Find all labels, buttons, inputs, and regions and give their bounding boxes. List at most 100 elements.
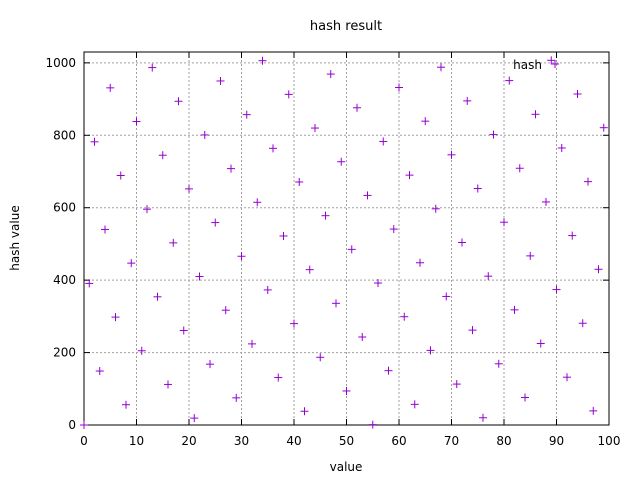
data-point bbox=[442, 292, 451, 301]
data-point bbox=[521, 393, 529, 402]
data-point bbox=[311, 124, 319, 133]
data-point bbox=[85, 279, 94, 288]
data-point bbox=[158, 151, 167, 160]
x-tick-label: 40 bbox=[286, 434, 301, 448]
data-point bbox=[116, 171, 125, 180]
data-point bbox=[169, 238, 178, 247]
data-point bbox=[90, 137, 99, 146]
data-point bbox=[395, 83, 403, 92]
y-tick-label: 1000 bbox=[45, 56, 76, 70]
data-point bbox=[95, 367, 104, 376]
data-point bbox=[500, 218, 508, 227]
data-point bbox=[195, 272, 204, 281]
chart-title: hash result bbox=[310, 19, 382, 34]
x-tick-label: 90 bbox=[549, 434, 564, 448]
data-point bbox=[211, 218, 220, 227]
data-point bbox=[479, 413, 487, 422]
x-tick-label: 20 bbox=[181, 434, 196, 448]
data-point bbox=[347, 245, 356, 254]
data-point bbox=[227, 164, 235, 173]
data-point bbox=[174, 97, 183, 106]
data-point bbox=[101, 225, 109, 234]
data-point bbox=[326, 70, 335, 79]
data-point bbox=[531, 110, 540, 119]
data-point bbox=[316, 353, 325, 362]
data-point bbox=[269, 144, 277, 153]
data-point bbox=[405, 171, 414, 180]
data-point bbox=[410, 400, 419, 409]
data-point bbox=[447, 150, 456, 159]
x-tick-label: 10 bbox=[129, 434, 144, 448]
data-point bbox=[578, 319, 587, 328]
data-point bbox=[421, 117, 430, 126]
data-point bbox=[484, 272, 493, 281]
data-point bbox=[80, 421, 88, 429]
data-point bbox=[426, 346, 435, 355]
data-point bbox=[536, 339, 545, 348]
data-point bbox=[505, 76, 514, 85]
data-point bbox=[295, 178, 304, 187]
data-point bbox=[232, 393, 241, 402]
data-point bbox=[237, 252, 246, 261]
data-point bbox=[458, 238, 466, 247]
x-tick-label: 100 bbox=[598, 434, 621, 448]
data-point bbox=[547, 56, 556, 65]
grid-lines bbox=[84, 52, 609, 425]
data-point bbox=[206, 360, 214, 369]
data-point bbox=[164, 380, 172, 389]
data-point bbox=[363, 191, 372, 200]
data-point bbox=[253, 198, 262, 207]
data-point bbox=[473, 184, 482, 193]
data-point bbox=[248, 339, 256, 348]
data-point bbox=[557, 143, 566, 152]
data-point bbox=[342, 386, 351, 395]
data-point bbox=[510, 305, 519, 314]
data-point bbox=[274, 373, 283, 382]
data-point bbox=[263, 285, 272, 294]
data-point bbox=[153, 292, 162, 301]
data-point bbox=[368, 420, 377, 429]
data-point bbox=[389, 225, 398, 234]
legend-label: hash bbox=[513, 58, 542, 72]
data-point bbox=[321, 211, 330, 220]
data-point bbox=[221, 306, 230, 315]
data-point bbox=[552, 285, 561, 294]
data-point bbox=[190, 414, 199, 423]
data-point bbox=[584, 177, 592, 186]
data-point bbox=[284, 90, 293, 99]
data-point bbox=[599, 123, 608, 132]
data-point bbox=[127, 259, 136, 268]
data-point bbox=[148, 63, 157, 72]
data-point bbox=[573, 90, 582, 99]
data-point bbox=[216, 76, 225, 85]
y-tick-label: 0 bbox=[68, 418, 76, 432]
data-point bbox=[526, 251, 535, 260]
data-point bbox=[279, 231, 288, 240]
legend: hash bbox=[513, 58, 559, 72]
data-point bbox=[437, 63, 445, 72]
data-point bbox=[179, 326, 188, 335]
x-axis-label: value bbox=[330, 460, 363, 474]
data-point bbox=[305, 265, 314, 274]
data-point bbox=[300, 407, 309, 416]
x-tick-label: 30 bbox=[234, 434, 249, 448]
data-point bbox=[563, 373, 571, 382]
data-point bbox=[515, 164, 524, 173]
data-point bbox=[185, 184, 193, 193]
data-point bbox=[258, 56, 267, 65]
y-tick-label: 200 bbox=[53, 346, 76, 360]
data-point bbox=[589, 406, 598, 415]
data-point bbox=[384, 366, 393, 375]
data-point bbox=[468, 326, 477, 335]
data-point bbox=[416, 258, 424, 267]
data-point bbox=[106, 83, 115, 92]
data-point bbox=[143, 205, 151, 214]
y-tick-label: 800 bbox=[53, 128, 76, 142]
data-point bbox=[137, 346, 146, 355]
data-point bbox=[400, 312, 409, 321]
data-point bbox=[353, 103, 361, 112]
data-point bbox=[568, 231, 577, 240]
data-point bbox=[358, 333, 367, 342]
